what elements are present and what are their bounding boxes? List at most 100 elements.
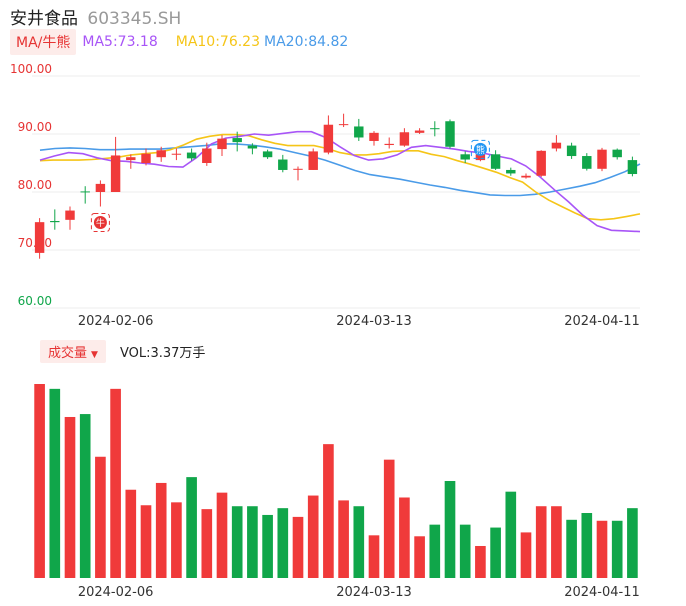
candle [247, 143, 258, 155]
candle-body [323, 124, 334, 153]
candle [65, 206, 75, 230]
y-tick-label: 60.00 [18, 294, 52, 308]
volume-bar [201, 509, 213, 578]
volume-bar [186, 477, 197, 578]
candle-body [80, 191, 90, 193]
volume-bar [459, 524, 471, 578]
candle [338, 113, 349, 128]
bull-marker: 牛 [90, 213, 110, 232]
candle [597, 147, 607, 172]
candle [536, 150, 546, 177]
candle-body [506, 169, 516, 174]
ma10-line [39, 133, 641, 221]
bear-marker: 熊 [470, 139, 490, 159]
candle [293, 166, 303, 181]
volume-bar [596, 520, 608, 578]
stock-code: 603345.SH [87, 9, 182, 29]
candle-body [551, 142, 562, 149]
volume-bar [383, 459, 395, 578]
candle-body [460, 154, 470, 160]
candle [430, 121, 440, 137]
candle-body [171, 153, 182, 155]
candle [95, 180, 106, 207]
y-tick-label: 70.00 [18, 236, 52, 250]
volume-bar [520, 532, 532, 578]
candle-body [65, 210, 75, 220]
candle-body [597, 149, 607, 169]
candle-body [414, 130, 425, 133]
candle [582, 153, 592, 171]
candle [369, 131, 379, 146]
volume-bar [566, 519, 577, 578]
volume-bar [551, 506, 562, 578]
volume-bar [399, 497, 410, 578]
candle-body [50, 221, 60, 223]
candle-body [430, 128, 440, 130]
x-tick-label: 2024-03-13 [336, 585, 412, 600]
volume-bar [110, 388, 121, 578]
candle-body [338, 124, 349, 126]
marker-badge [473, 142, 487, 156]
volume-toggle-label: 成交量 [48, 345, 88, 361]
marker-label: 牛 [96, 217, 105, 229]
volume-toggle-button[interactable]: 成交量 ▼ [40, 339, 106, 363]
ma10-legend: MA10:76.23 [175, 34, 261, 50]
volume-bar [277, 508, 289, 578]
candle-body [232, 138, 242, 143]
volume-bar [125, 489, 137, 578]
candle [262, 149, 273, 159]
volume-bar [171, 502, 182, 578]
ma-toggle-button[interactable]: MA/牛熊 [10, 29, 77, 55]
x-tick-label: 2024-02-06 [78, 585, 154, 600]
volume-bar [444, 481, 456, 578]
candle-body [95, 183, 106, 192]
candle-body [490, 154, 501, 169]
volume-bar [627, 508, 638, 578]
volume-bar [79, 414, 91, 578]
candle-body [34, 222, 45, 253]
candle [445, 119, 455, 149]
candle-body [217, 138, 227, 150]
candle [126, 154, 136, 169]
volume-bar [307, 495, 319, 578]
volume-bar [490, 527, 501, 578]
candle [232, 131, 242, 152]
stock-title: 安井食品 603345.SH [10, 4, 181, 29]
volume-bar [368, 535, 380, 578]
volume-bar [247, 506, 258, 578]
stock-name: 安井食品 [10, 9, 78, 29]
candle [202, 142, 212, 166]
candle [171, 148, 182, 161]
candle [141, 148, 151, 166]
ma5-line [39, 130, 641, 233]
volume-bar [64, 416, 76, 578]
y-tick-label: 100.00 [10, 62, 52, 76]
x-tick-label: 2024-04-11 [564, 314, 640, 329]
candle [308, 148, 318, 170]
volume-bar [429, 524, 441, 578]
candle [399, 128, 410, 147]
volume-bar [353, 506, 365, 578]
volume-bar [323, 444, 334, 578]
candle-body [262, 151, 273, 158]
candle-body [445, 121, 455, 147]
candle-body [354, 126, 364, 138]
candle [110, 136, 121, 192]
ma20-legend: MA20:84.82 [264, 34, 349, 50]
y-tick-label: 90.00 [18, 120, 52, 134]
x-tick-label: 2024-04-11 [564, 585, 640, 600]
candle [612, 148, 622, 160]
candle-body [202, 148, 212, 163]
marker-label: 熊 [476, 144, 485, 156]
candle-body [186, 152, 197, 159]
candle-body [110, 155, 121, 192]
volume-bar [292, 516, 304, 578]
candle [627, 156, 638, 177]
candle-body [247, 145, 258, 149]
volume-bar [581, 513, 593, 578]
volume-bar [155, 482, 167, 578]
ma-legend: MA/牛熊 MA5:73.18 MA10:76.23 MA20:84.82 [10, 28, 352, 56]
candle-body [566, 145, 577, 157]
volume-legend: 成交量 ▼ VOL:3.37万手 [40, 339, 205, 363]
